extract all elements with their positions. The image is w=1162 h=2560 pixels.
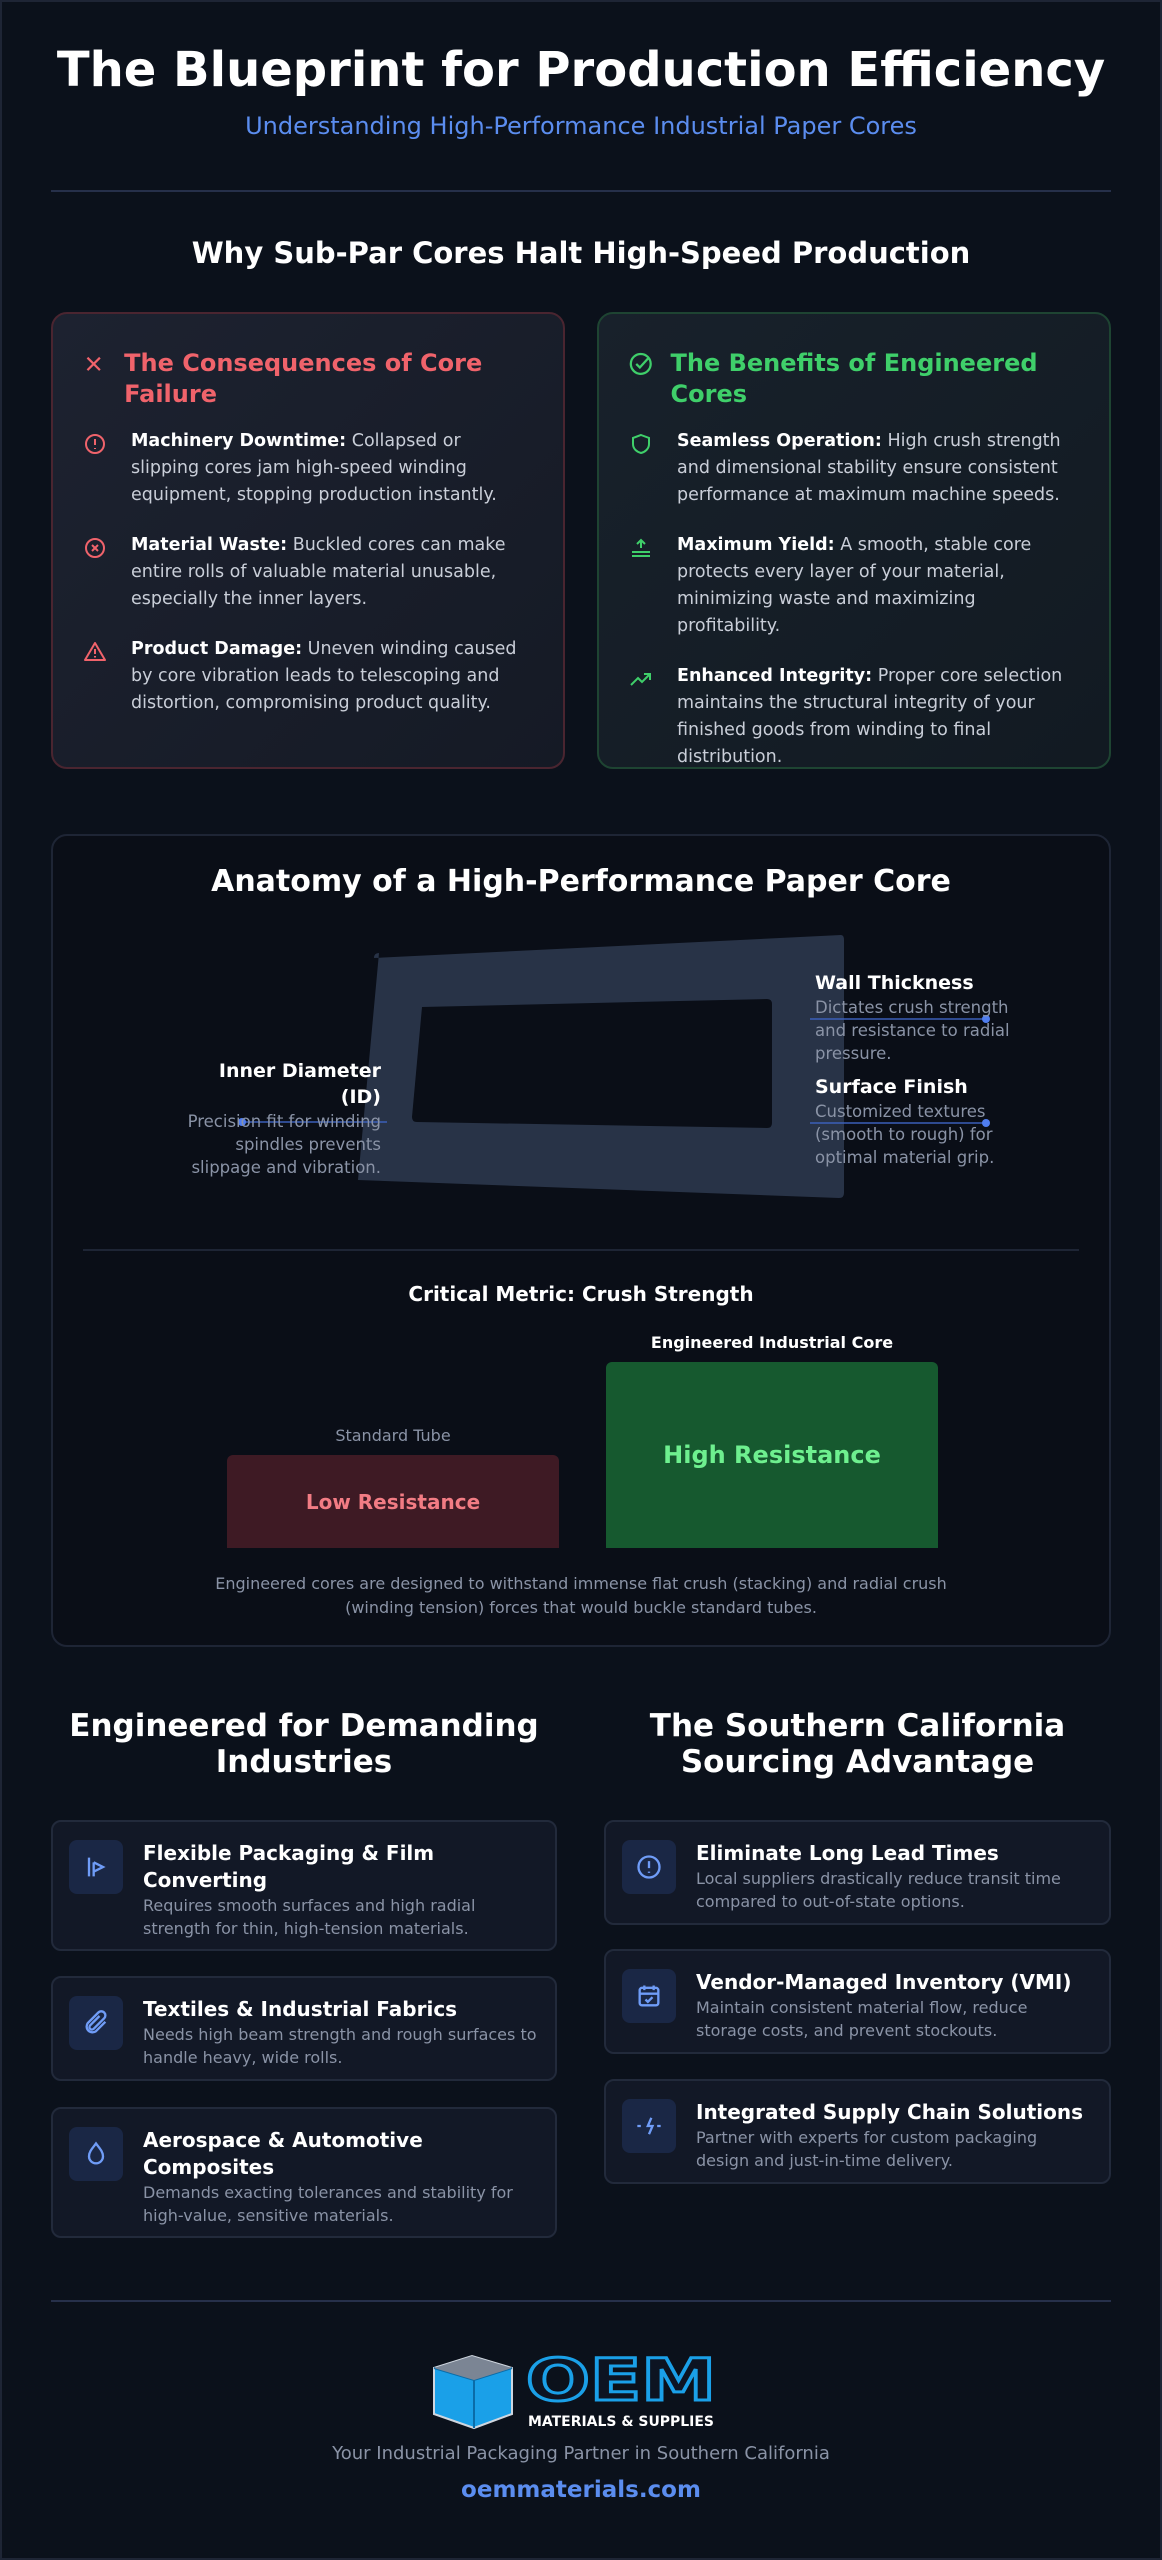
item-text: Uneven winding caused by core vibration … [131,639,517,713]
sourcing-card: Eliminate Long Lead Times Local suppliers… [604,1820,1111,1925]
item-label: Seamless Operation: [677,431,882,451]
card-title: Eliminate Long Lead Times [696,1841,999,1865]
item-text: Buckled cores can make entire rolls of v… [131,535,506,609]
title: The Blueprint for Production Efficiency [56,42,1106,98]
card-text: Needs high beam strength and rough surfa… [143,2025,537,2067]
item: Material Waste: Buckled cores can make e… [83,532,533,613]
id-label: Inner Diameter (ID) Precision fit for wi… [183,1058,381,1179]
icon [632,538,650,557]
icon [632,433,650,455]
core-diagram [238,935,990,1198]
website-link[interactable]: oemmaterials.com [461,2477,701,2503]
card-text: Partner with experts for custom packagin… [696,2128,1038,2170]
logo-name: OEM [526,2346,716,2414]
engineered-bar: High Resistance [606,1362,938,1548]
sourcing-card: Vendor-Managed Inventory (VMI) Maintain c… [604,1949,1111,2054]
icon [637,1855,661,1879]
item-label: Product Damage: [131,639,303,659]
card-text: Requires smooth surfaces and high radial… [143,1896,476,1938]
card-title: The Benefits of Engineered Cores [670,349,1038,408]
item-text: High crush strength and dimensional stab… [677,431,1061,505]
anatomy-panel: Anatomy of a High-Performance Paper Core… [51,834,1111,1647]
core-bore [412,999,772,1128]
label-text: Dictates crush strength and resistance t… [815,998,1010,1063]
card-text: Local suppliers drastically reduce trans… [696,1869,1061,1911]
card-text: Maintain consistent material flow, reduc… [696,1998,1028,2040]
industry-card: Aerospace & Automotive Composites Demands… [51,2107,557,2238]
label-title: Wall Thickness [815,972,974,994]
icon [85,434,105,454]
card-title: Flexible Packaging & Film Converting [143,1841,435,1892]
bar-label: Standard Tube [335,1426,451,1445]
metric-caption: Engineered cores are designed to withsta… [215,1574,947,1617]
icon [87,1857,106,1877]
pointer-dot [982,1015,990,1023]
icon [630,673,651,686]
item: Product Damage: Uneven winding caused by… [83,636,533,717]
item: Maximum Yield: A smooth, stable core pro… [629,532,1079,640]
card-title: Vendor-Managed Inventory (VMI) [696,1970,1072,1994]
card-title: Aerospace & Automotive Composites [143,2128,423,2179]
item-label: Maximum Yield: [677,535,835,555]
card-title: Textiles & Industrial Fabrics [143,1997,458,2021]
sourcing-card: Integrated Supply Chain Solutions Partner… [604,2079,1111,2184]
item: Enhanced Integrity: Proper core selectio… [629,663,1079,771]
industry-card: Flexible Packaging & Film Converting Requ… [51,1820,557,1951]
icon [85,538,105,558]
divider [83,1249,1079,1251]
item-label: Enhanced Integrity: [677,666,873,686]
icon [84,642,106,661]
check-icon [629,352,652,375]
anatomy-heading: Anatomy of a High-Performance Paper Core [211,864,951,899]
pointer-dot [238,1118,246,1126]
industry-card: Textiles & Industrial Fabrics Needs high … [51,1976,557,2081]
divider [51,190,1111,192]
label-title: Inner Diameter (ID) [218,1060,381,1108]
card-text: Demands exacting tolerances and stabilit… [143,2183,513,2225]
icon [637,2117,661,2135]
label-text: Customized textures (smooth to rough) fo… [815,1102,995,1167]
section-heading: The Southern California Sourcing Advanta… [649,1708,1066,1780]
item-text: A smooth, stable core protects every lay… [677,535,1032,636]
label-text: Precision fit for winding spindles preve… [187,1112,381,1177]
subtitle: Understanding High-Performance Industria… [245,112,917,140]
section-heading: Why Sub-Par Cores Halt High-Speed Produc… [191,236,971,270]
icon [87,2141,105,2165]
consequences-card: The Consequences of Core Failure Machine… [51,312,565,769]
item-label: Material Waste: [131,535,288,555]
divider [51,2300,1111,2302]
bar-label: Engineered Industrial Core [650,1333,894,1352]
logo: OEM MATERIALS & SUPPLIES [433,2346,718,2430]
item: Machinery Downtime: Collapsed or slippin… [83,428,533,509]
standard-bar: Low Resistance [227,1455,559,1548]
item-label: Machinery Downtime: [131,431,347,451]
icon [638,1985,660,2007]
item-text: Collapsed or slipping cores jam high-spe… [131,431,497,505]
pointer-dot [982,1119,990,1127]
benefits-card: The Benefits of Engineered Cores Seamles… [597,312,1111,769]
icon [85,2010,107,2034]
tagline: Your Industrial Packaging Partner in Sou… [332,2443,830,2464]
x-icon [86,356,101,371]
logo-subtitle: MATERIALS & SUPPLIES [528,2414,714,2430]
metric-title: Critical Metric: Crush Strength [408,1282,754,1306]
card-title: The Consequences of Core Failure [124,349,483,408]
label-title: Surface Finish [815,1076,968,1098]
section-heading: Engineered for Demanding Industries [69,1708,539,1780]
surface-label: Surface Finish Customized textures (smoo… [815,1074,1015,1169]
item-text: Proper core selection maintains the stru… [677,666,1063,767]
card-title: Integrated Supply Chain Solutions [696,2100,1084,2124]
wall-label: Wall Thickness Dictates crush strength a… [815,970,1015,1065]
item: Seamless Operation: High crush strength … [629,428,1079,509]
